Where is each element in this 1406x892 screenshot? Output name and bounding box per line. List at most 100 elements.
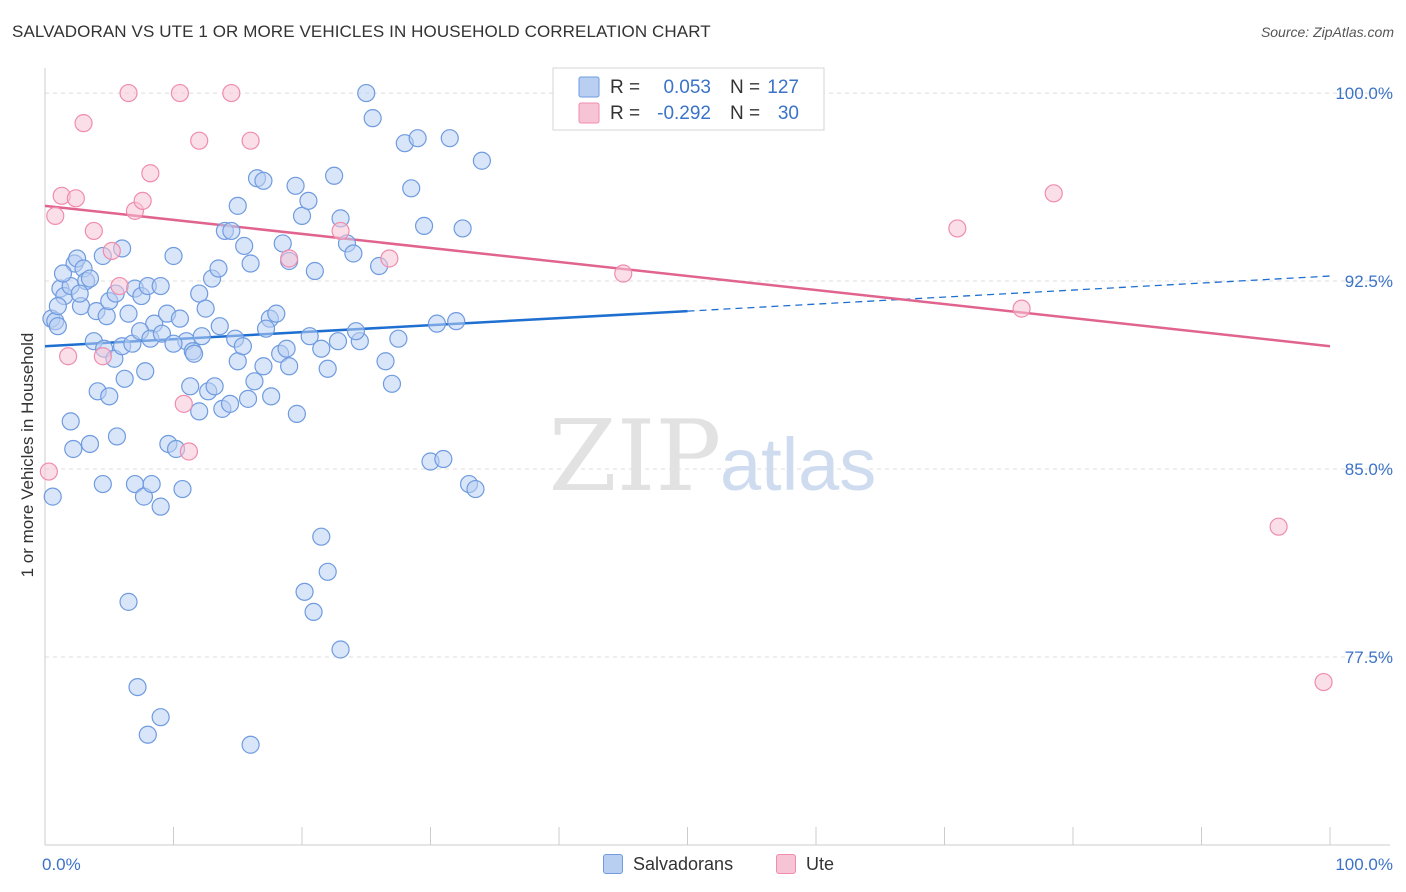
source-note: Source: ZipAtlas.com [1260, 24, 1394, 40]
ute-point [84, 221, 103, 241]
ute-point [614, 264, 633, 283]
salvadoran-point [142, 474, 161, 494]
salvadoran-point [209, 259, 228, 278]
salvadoran-point [136, 362, 155, 381]
ute-point [39, 462, 58, 481]
ute-point [1044, 184, 1063, 203]
salvadoran-point [233, 337, 252, 356]
ute-point [1314, 672, 1333, 692]
ute-point [93, 347, 112, 366]
ute-point [119, 83, 138, 103]
salvadoran-point [220, 394, 240, 413]
salvadoran-point [427, 314, 447, 333]
ute-point [1012, 299, 1031, 318]
salvadoran-point [190, 284, 209, 303]
salvadoran-point [363, 109, 382, 128]
salvadoran-point [138, 725, 157, 744]
y-tick-labels: 77.5% 85.0% 92.5% 100.0% [1335, 84, 1393, 667]
ute-point [46, 206, 65, 225]
ute-point [1269, 517, 1288, 536]
salvadoran-point [447, 312, 466, 331]
salvadoran-point [277, 339, 296, 358]
watermark-atlas: atlas [720, 423, 876, 506]
legend-item-ute[interactable]: Ute [776, 850, 834, 878]
salvadoran-point [164, 246, 183, 266]
legend-swatch-ute [776, 854, 796, 874]
salvadoran-point [318, 359, 337, 378]
salvadoran-point [241, 735, 260, 754]
y-tick-label: 77.5% [1345, 648, 1393, 667]
stats-r-label-salvadorans: R = [610, 77, 640, 98]
salvadoran-point [318, 562, 337, 581]
salvadoran-point [128, 677, 147, 697]
salvadoran-point [241, 254, 260, 273]
salvadoran-point [61, 412, 80, 431]
ute-point [380, 249, 399, 268]
stats-legend: R = 0.053 N = 127 R = -0.292 N = 30 [552, 67, 825, 131]
salvadoran-point [344, 244, 363, 263]
salvadoran-point [273, 234, 292, 253]
salvadoran-point [245, 372, 264, 391]
salvadoran-point [295, 582, 314, 601]
ute-point [66, 189, 85, 208]
salvadoran-point [196, 299, 215, 318]
salvadoran-point [434, 449, 453, 469]
salvadoran-point [328, 332, 348, 351]
salvadoran-point [228, 352, 247, 371]
salvadoran-point [262, 387, 281, 406]
salvadoran-point [453, 219, 472, 238]
salvadoran-point [119, 304, 138, 323]
salvadoran-point [408, 129, 427, 148]
salvadoran-point [299, 191, 318, 210]
salvadoran-point [64, 439, 83, 459]
salvadoran-point [100, 387, 119, 406]
salvadoran-point [48, 297, 67, 316]
salvadoran-point [190, 402, 209, 421]
salvadoran-point [97, 307, 116, 326]
salvadoran-point [389, 329, 408, 348]
legend-swatch-salvadorans [603, 854, 623, 874]
salvadoran-point [267, 304, 286, 323]
ute-point [74, 114, 93, 133]
salvadoran-point [238, 389, 258, 408]
legend-label-salvadorans: Salvadorans [633, 853, 734, 874]
salvadoran-point [414, 216, 434, 236]
salvadoran-point [472, 151, 491, 170]
salvadoran-point [170, 309, 190, 328]
stats-r-value-salvadorans: 0.053 [663, 77, 711, 98]
salvadoran-point [222, 221, 241, 241]
salvadoran-point [80, 434, 100, 454]
ute-point [141, 164, 160, 183]
salvadoran-point [300, 327, 319, 346]
ute-point [174, 394, 193, 413]
salvadoran-point [402, 179, 421, 198]
salvadoran-point [107, 427, 127, 446]
salvadoran-point [192, 327, 211, 346]
ute-point [241, 131, 260, 150]
watermark: ZIP atlas [549, 400, 877, 514]
y-tick-label: 100.0% [1335, 84, 1393, 103]
salvadoran-point [312, 527, 331, 546]
salvadoran-point [43, 487, 62, 506]
salvadoran-point [280, 357, 299, 376]
salvadoran-point [440, 129, 459, 148]
salvadoran-point [305, 261, 324, 281]
legend-label-ute: Ute [806, 853, 835, 874]
salvadoran-point [48, 317, 67, 336]
salvadoran-point [80, 269, 100, 288]
salvadoran-point [93, 474, 112, 494]
salvadoran-point [325, 166, 344, 185]
salvadoran-point [173, 479, 192, 499]
trend-line-ute [44, 204, 1331, 348]
salvadoran-point [346, 322, 366, 341]
y-axis-label: 1 or more Vehicles in Household [18, 333, 37, 578]
ute-point [133, 191, 152, 210]
stats-swatch-ute [578, 102, 600, 124]
salvadoran-point [254, 171, 273, 190]
legend-item-salvadorans[interactable]: Salvadorans [603, 850, 733, 878]
stats-n-value-ute: 30 [778, 103, 799, 124]
salvadoran-point [119, 592, 138, 611]
salvadoran-point [151, 276, 170, 296]
y-tick-label: 92.5% [1345, 272, 1393, 291]
